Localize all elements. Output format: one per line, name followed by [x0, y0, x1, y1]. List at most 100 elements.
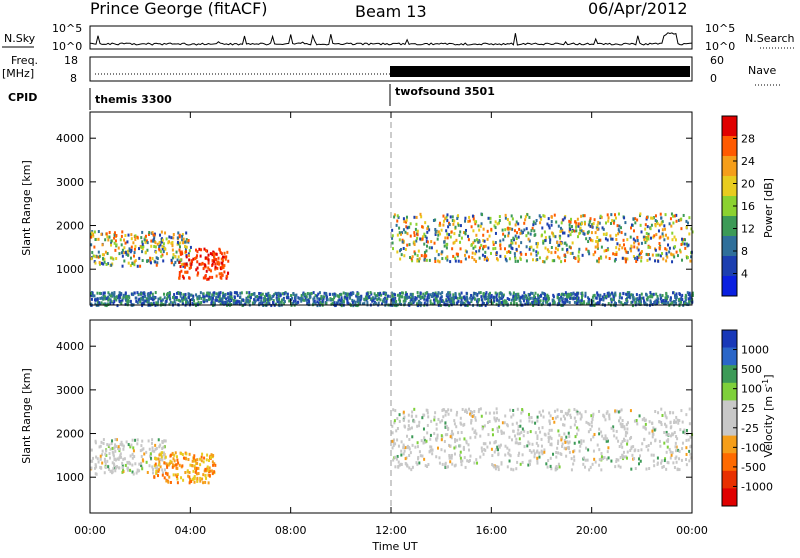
echo-cell	[503, 299, 506, 303]
echo-cell	[637, 254, 640, 258]
echo-cell	[447, 291, 450, 295]
echo-cell	[200, 459, 203, 463]
echo-cell	[640, 296, 643, 300]
echo-cell	[215, 274, 218, 278]
echo-cell	[538, 295, 541, 299]
echo-cell	[374, 295, 377, 299]
echo-cell	[174, 260, 177, 264]
echo-cell	[187, 292, 190, 296]
echo-cell	[600, 468, 603, 472]
echo-cell	[212, 301, 215, 305]
colorbar-segment	[722, 116, 737, 137]
echo-cell	[598, 257, 601, 261]
echo-cell	[187, 301, 190, 305]
echo-cell	[478, 304, 481, 308]
echo-cell	[541, 426, 544, 430]
echo-cell	[431, 452, 434, 456]
echo-cell	[305, 298, 308, 302]
echo-cell	[364, 295, 367, 299]
echo-cell	[665, 439, 668, 443]
echo-cell	[675, 295, 678, 299]
echo-cell	[449, 456, 452, 460]
echo-cell	[268, 294, 271, 298]
echo-cell	[580, 298, 583, 302]
echo-cell	[642, 425, 645, 429]
echo-cell	[391, 301, 394, 305]
echo-cell	[586, 458, 589, 462]
echo-cell	[678, 292, 681, 296]
echo-cell	[446, 299, 449, 303]
echo-cell	[151, 449, 154, 453]
colorbar-tick-label: 16	[741, 200, 755, 213]
echo-cell	[190, 479, 193, 483]
echo-cell	[659, 293, 662, 297]
echo-cell	[509, 250, 512, 254]
echo-cell	[631, 304, 634, 308]
echo-cell	[254, 299, 257, 303]
echo-cell	[112, 451, 115, 455]
echo-cell	[506, 465, 509, 469]
echo-cell	[297, 296, 300, 300]
echo-cell	[590, 420, 593, 424]
echo-cell	[566, 248, 569, 252]
echo-cell	[488, 234, 491, 238]
echo-cell	[187, 474, 190, 478]
echo-cell	[268, 298, 271, 302]
echo-cell	[218, 272, 221, 276]
echo-cell	[422, 292, 425, 296]
echo-cell	[132, 472, 135, 476]
echo-cell	[155, 457, 158, 461]
echo-cell	[667, 301, 670, 305]
echo-cell	[408, 243, 411, 247]
echo-cell	[481, 449, 484, 453]
echo-cell	[632, 297, 635, 301]
echo-cell	[102, 291, 105, 295]
echo-cell	[532, 302, 535, 306]
echo-cell	[320, 294, 323, 298]
echo-cell	[273, 293, 276, 297]
echo-cell	[403, 415, 406, 419]
echo-cell	[176, 473, 179, 477]
echo-cell	[497, 452, 500, 456]
echo-cell	[202, 292, 205, 296]
echo-cell	[686, 256, 689, 260]
echo-cell	[558, 256, 561, 260]
echo-cell	[441, 462, 444, 466]
echo-cell	[449, 215, 452, 219]
echo-cell	[526, 302, 529, 306]
echo-cell	[101, 257, 104, 261]
echo-cell	[575, 299, 578, 303]
echo-cell	[121, 443, 124, 447]
echo-cell	[91, 291, 94, 295]
echo-cell	[477, 224, 480, 228]
echo-cell	[423, 258, 426, 262]
echo-cell	[91, 459, 94, 463]
echo-cell	[133, 251, 136, 255]
echo-cell	[93, 466, 96, 470]
echo-cell	[392, 299, 395, 303]
echo-cell	[161, 253, 164, 257]
echo-cell	[195, 472, 198, 476]
echo-cell	[571, 296, 574, 300]
echo-cell	[578, 411, 581, 415]
echo-cell	[171, 463, 174, 467]
echo-cell	[302, 292, 305, 296]
echo-cell	[606, 450, 609, 454]
echo-cell	[626, 427, 629, 431]
echo-cell	[241, 304, 244, 308]
echo-cell	[127, 253, 130, 257]
echo-cell	[401, 291, 404, 295]
y-tick-label: 3000	[56, 384, 84, 397]
echo-cell	[547, 436, 550, 440]
echo-cell	[485, 291, 488, 295]
echo-cell	[663, 411, 666, 415]
echo-cell	[516, 407, 519, 411]
echo-cell	[598, 432, 601, 436]
echo-cell	[675, 292, 678, 296]
echo-cell	[520, 411, 523, 415]
echo-cell	[535, 450, 538, 454]
echo-cell	[460, 291, 463, 295]
echo-cell	[104, 238, 107, 242]
echo-cell	[462, 301, 465, 305]
echo-cell	[668, 250, 671, 254]
